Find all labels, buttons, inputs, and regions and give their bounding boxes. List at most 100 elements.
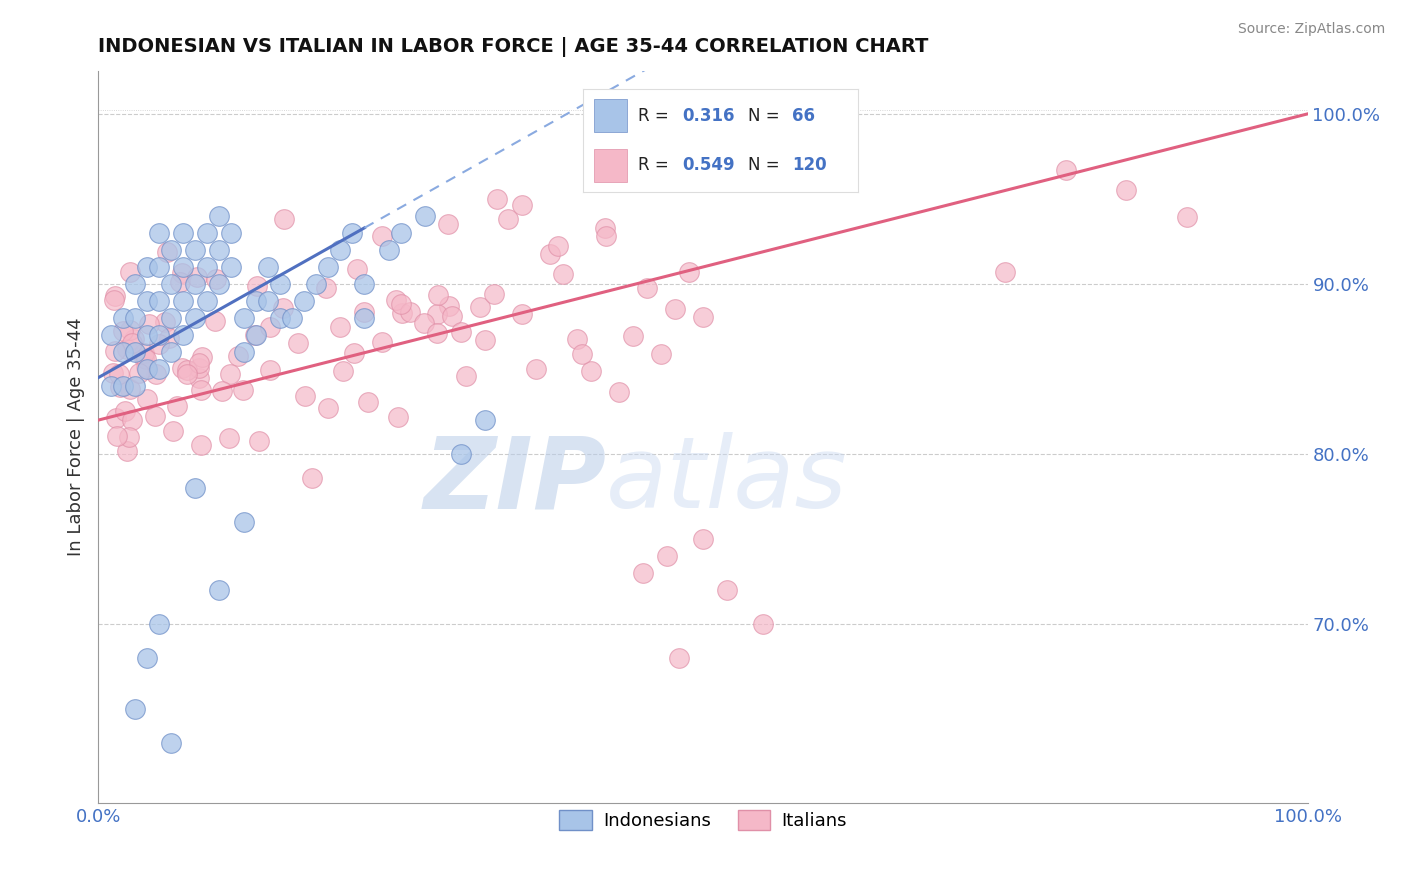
Point bbox=[148, 617, 170, 632]
Point bbox=[245, 293, 267, 308]
Point bbox=[595, 221, 617, 235]
Point bbox=[108, 368, 131, 382]
Bar bbox=[595, 99, 627, 132]
Point bbox=[692, 532, 714, 546]
Point bbox=[315, 281, 337, 295]
Point bbox=[329, 320, 352, 334]
Point bbox=[187, 355, 209, 369]
Point bbox=[135, 328, 157, 343]
Point bbox=[111, 311, 134, 326]
Point bbox=[112, 324, 135, 338]
Point bbox=[595, 228, 617, 243]
Point bbox=[218, 367, 240, 381]
Point bbox=[105, 429, 128, 443]
Point bbox=[117, 430, 139, 444]
Point bbox=[221, 260, 243, 274]
Point bbox=[132, 351, 155, 366]
Point bbox=[357, 395, 380, 409]
Point bbox=[124, 277, 146, 291]
Point bbox=[204, 314, 226, 328]
Point bbox=[318, 401, 340, 415]
Point bbox=[232, 383, 254, 397]
Point bbox=[301, 471, 323, 485]
Text: atlas: atlas bbox=[606, 433, 848, 530]
Point bbox=[138, 317, 160, 331]
Point bbox=[132, 345, 155, 359]
Point bbox=[208, 277, 231, 291]
Point bbox=[124, 379, 146, 393]
Point bbox=[426, 288, 449, 302]
Point bbox=[186, 269, 208, 284]
Point bbox=[426, 326, 449, 340]
Point bbox=[128, 367, 150, 381]
Point bbox=[124, 345, 146, 359]
Point bbox=[118, 383, 141, 397]
Point bbox=[121, 413, 143, 427]
Point bbox=[496, 212, 519, 227]
Point bbox=[510, 198, 533, 212]
Point bbox=[160, 277, 183, 291]
Point bbox=[148, 362, 170, 376]
Point bbox=[621, 329, 644, 343]
Point bbox=[172, 260, 194, 274]
Point bbox=[148, 337, 170, 351]
Point bbox=[440, 309, 463, 323]
Point bbox=[124, 311, 146, 326]
Point bbox=[385, 293, 408, 308]
Point bbox=[160, 243, 183, 257]
Point bbox=[145, 367, 167, 381]
Point bbox=[450, 447, 472, 461]
Point bbox=[157, 331, 180, 345]
Point bbox=[243, 328, 266, 343]
Point bbox=[135, 360, 157, 375]
Point bbox=[353, 277, 375, 291]
Text: 120: 120 bbox=[792, 156, 827, 174]
Point bbox=[269, 277, 291, 291]
Point bbox=[692, 310, 714, 324]
Point bbox=[148, 328, 170, 343]
Point bbox=[668, 651, 690, 665]
Point bbox=[538, 247, 561, 261]
Point bbox=[389, 226, 412, 240]
Point bbox=[650, 347, 672, 361]
Point bbox=[160, 345, 183, 359]
Point bbox=[190, 438, 212, 452]
Point bbox=[176, 363, 198, 377]
Point bbox=[155, 315, 177, 329]
Point bbox=[184, 481, 207, 495]
Point bbox=[105, 411, 128, 425]
Point bbox=[371, 334, 394, 349]
Point bbox=[172, 293, 194, 308]
Point bbox=[259, 363, 281, 377]
Point bbox=[166, 399, 188, 413]
Text: N =: N = bbox=[748, 107, 785, 125]
Point bbox=[176, 367, 198, 381]
Point bbox=[474, 333, 496, 347]
Point bbox=[399, 304, 422, 318]
Point bbox=[226, 350, 249, 364]
Text: INDONESIAN VS ITALIAN IN LABOR FORCE | AGE 35-44 CORRELATION CHART: INDONESIAN VS ITALIAN IN LABOR FORCE | A… bbox=[98, 37, 929, 57]
Point bbox=[655, 549, 678, 563]
Point bbox=[567, 332, 589, 346]
Point bbox=[114, 404, 136, 418]
Point bbox=[305, 277, 328, 291]
Point bbox=[1175, 210, 1198, 224]
Point bbox=[474, 413, 496, 427]
Point bbox=[486, 192, 509, 206]
Point bbox=[135, 293, 157, 308]
Point bbox=[269, 311, 291, 326]
Point bbox=[218, 431, 240, 445]
Point bbox=[124, 702, 146, 716]
Point bbox=[413, 316, 436, 330]
Point bbox=[346, 262, 368, 277]
Point bbox=[111, 379, 134, 393]
Point bbox=[172, 266, 194, 280]
Point bbox=[195, 293, 218, 308]
Text: 66: 66 bbox=[792, 107, 815, 125]
Point bbox=[387, 409, 409, 424]
Point bbox=[664, 301, 686, 316]
Point bbox=[752, 617, 775, 632]
Point bbox=[184, 311, 207, 326]
Point bbox=[247, 434, 270, 448]
Point bbox=[636, 281, 658, 295]
